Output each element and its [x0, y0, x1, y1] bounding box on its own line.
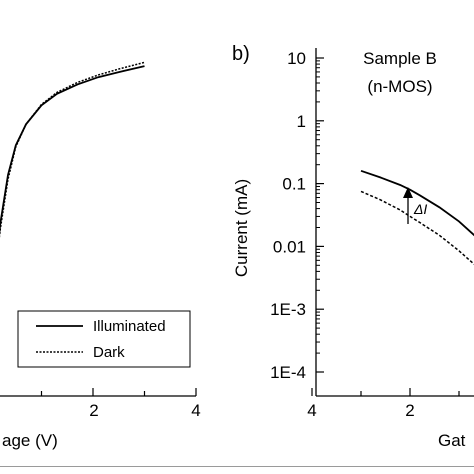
panel-b-series-dark	[360, 190, 474, 266]
panel-a-series-illuminated	[0, 65, 145, 236]
legend-box	[17, 310, 191, 368]
panel-b-x-tick-label-2: 2	[405, 401, 414, 420]
legend-label-illuminated: Illuminated	[93, 318, 166, 335]
panel-b-x-tick-label-4: 4	[307, 401, 316, 420]
panel-b-y-ticks: 10 1 0.1 0.01 1E-3 1E-4	[270, 49, 324, 382]
panel-a-x-axis-title: age (V)	[2, 431, 58, 450]
panel-a-series	[0, 61, 145, 239]
panel-b-series-illuminated	[360, 169, 474, 237]
panel-a-legend: Illuminated Dark	[17, 310, 191, 368]
delta-i-annotation: ΔI	[403, 187, 427, 224]
panel-b-subtitle: (n-MOS)	[367, 77, 432, 96]
panel-b-y-tick-label-1: 1	[297, 112, 306, 131]
legend-label-dark: Dark	[93, 344, 125, 361]
panel-b-series	[360, 169, 474, 266]
panel-a: 2 4 age (V) Illuminated Dark	[0, 61, 201, 450]
panel-a-x-ticks	[40, 388, 197, 396]
panel-a-x-tick-label-2: 2	[89, 401, 98, 420]
delta-i-label: ΔI	[413, 201, 427, 217]
panel-b-y-tick-label-0: 10	[287, 49, 306, 68]
delta-i-arrow-head	[403, 187, 413, 198]
panel-a-series-dark	[0, 61, 145, 239]
bottom-rule	[0, 466, 474, 467]
panel-b: b) Sample B (n-MOS) 10 1 0.1 0.01 1E-3 1E-4 4…	[232, 43, 474, 450]
panel-b-y-tick-label-3: 0.01	[273, 237, 306, 256]
panel-b-x-axis-title: Gat	[438, 431, 466, 450]
panel-b-y-tick-label-4: 1E-3	[270, 300, 306, 319]
panel-b-y-tick-label-2: 0.1	[282, 175, 306, 194]
panel-b-label: b)	[232, 43, 250, 65]
panel-b-y-tick-label-5: 1E-4	[270, 363, 306, 382]
panel-b-x-ticks	[311, 388, 460, 396]
panel-b-title: Sample B	[363, 49, 437, 68]
panel-a-x-tick-label-4: 4	[191, 401, 200, 420]
panel-b-y-axis-title: Current (mA)	[232, 179, 251, 277]
